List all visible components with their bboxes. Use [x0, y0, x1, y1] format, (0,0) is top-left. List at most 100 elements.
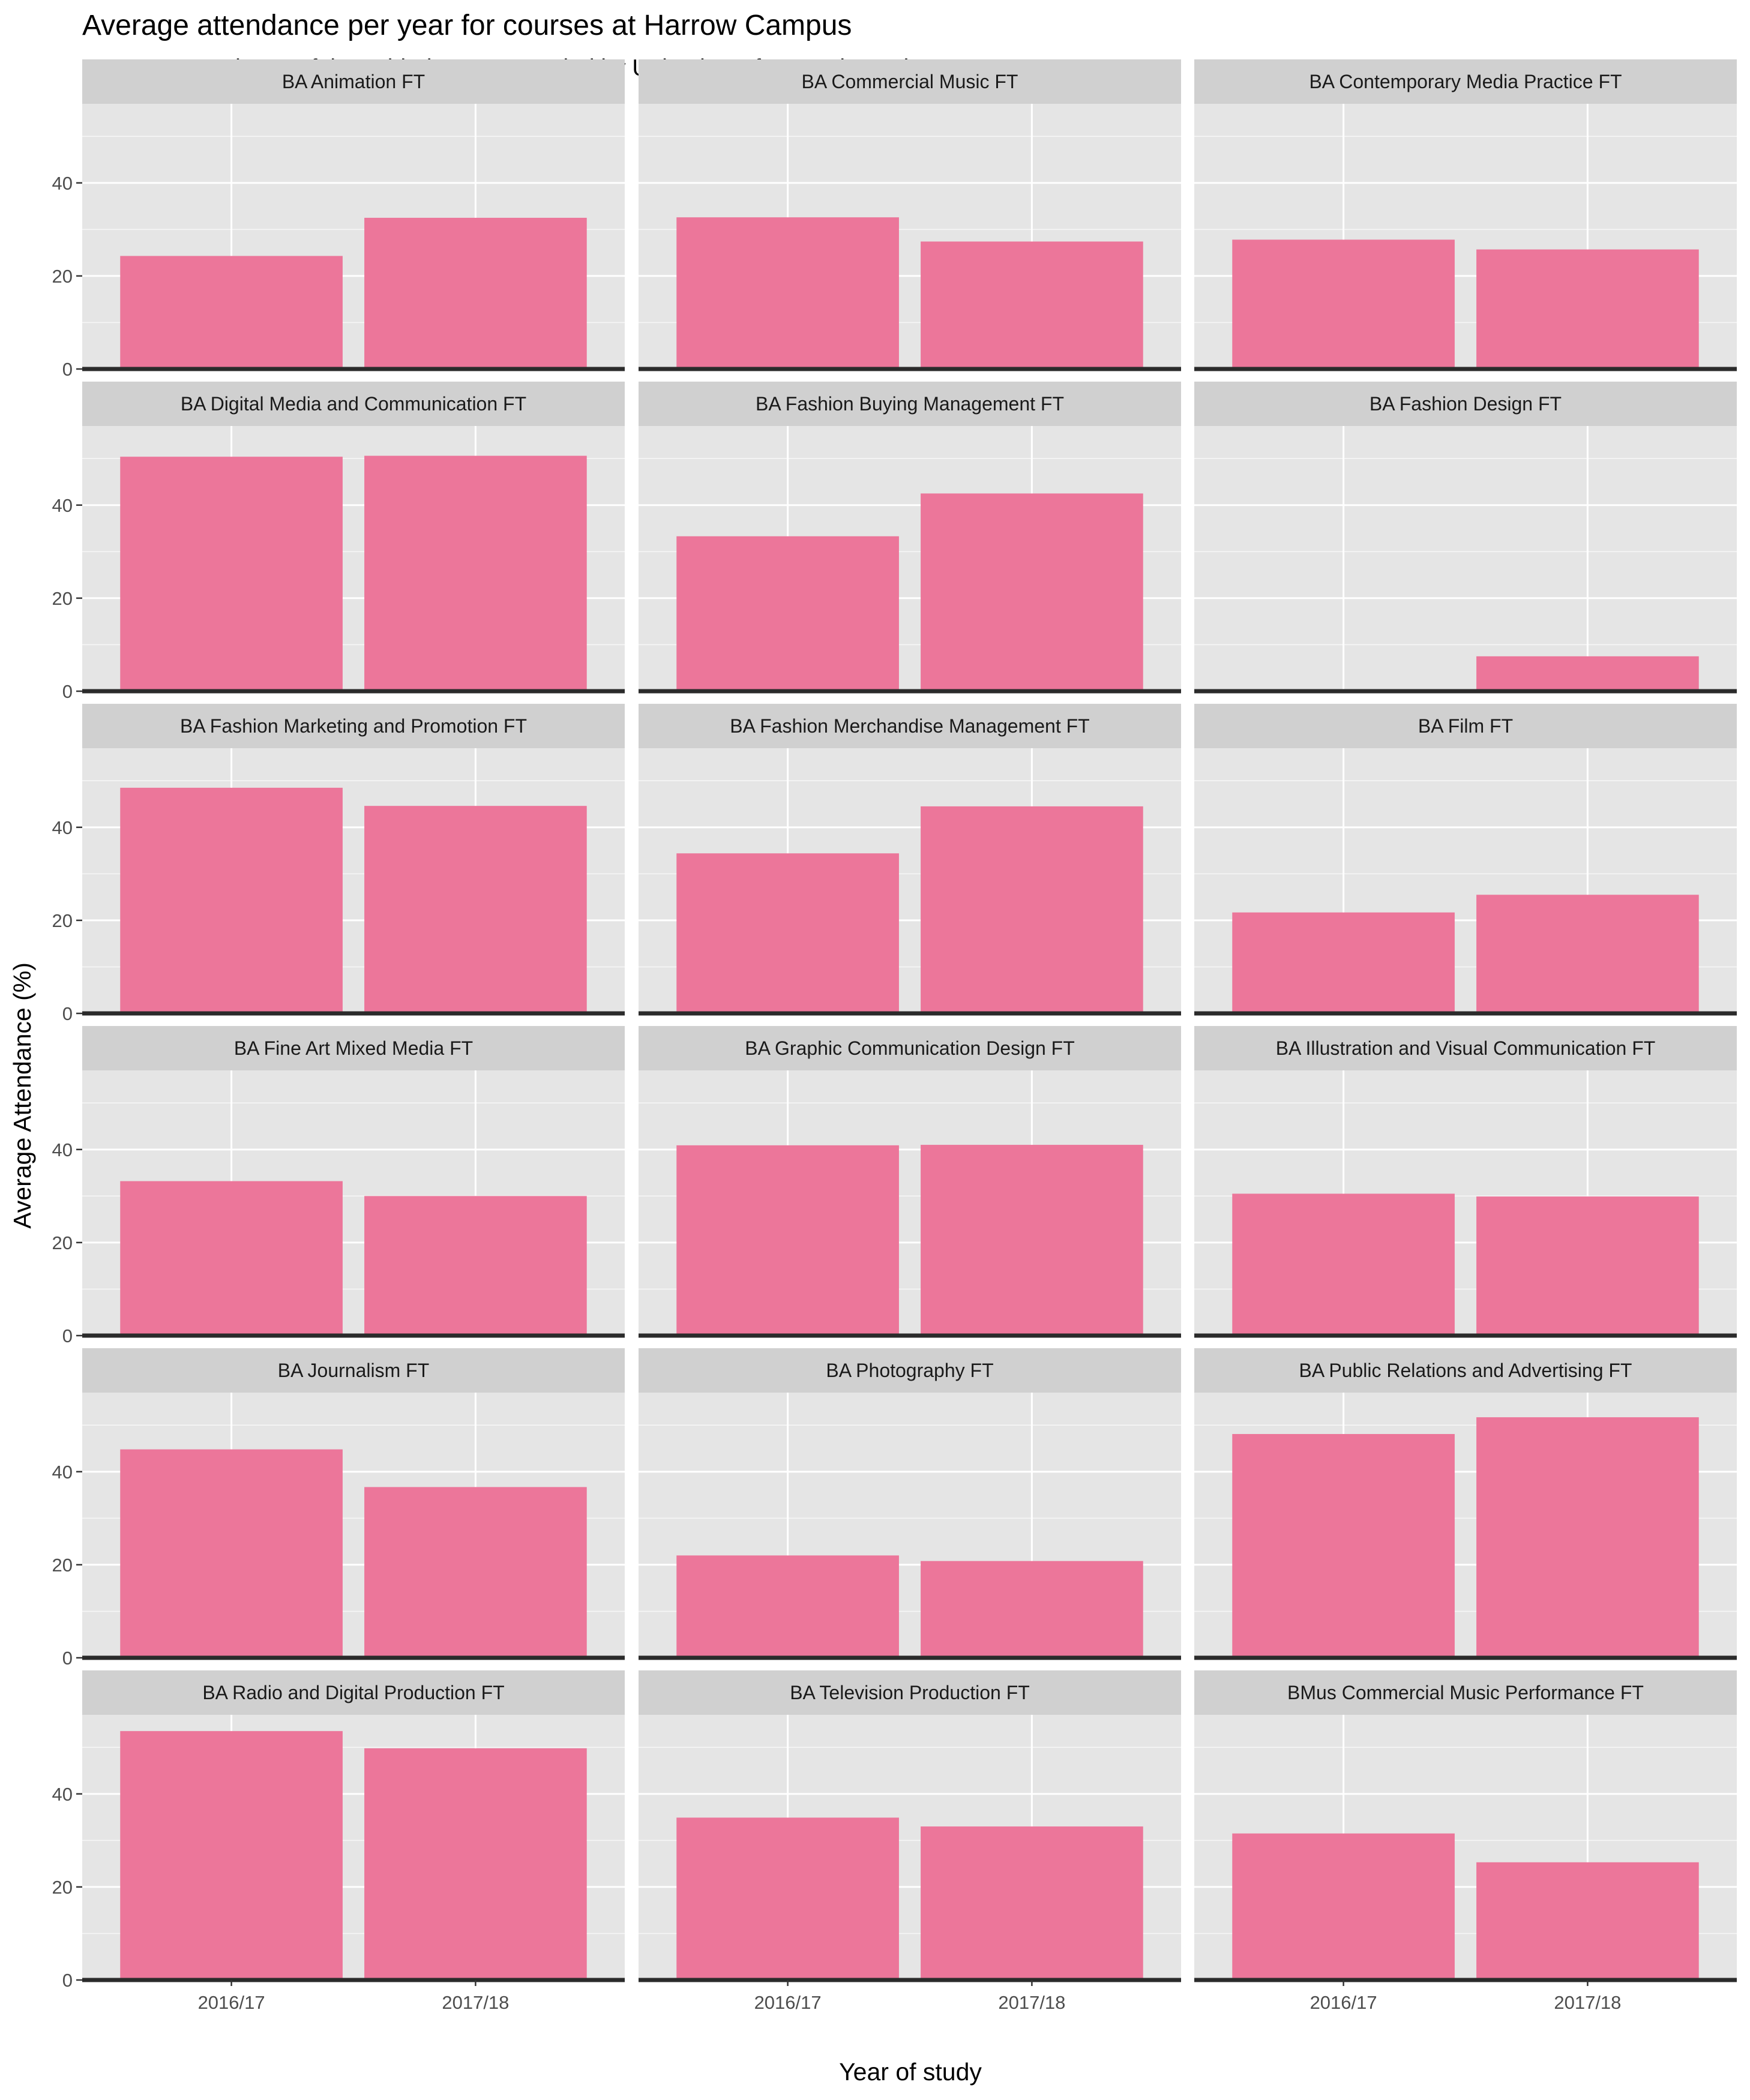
y-tick-label: 20 — [52, 1232, 73, 1253]
bar-2017-18 — [364, 1196, 587, 1336]
bar-2016-17 — [676, 536, 899, 691]
facet-strip-label: BA Journalism FT — [278, 1360, 430, 1381]
bar-2017-18 — [364, 1748, 587, 1980]
facet-strip — [1194, 382, 1737, 426]
facet-bmus-commercial-music-performance-ft: BMus Commercial Music Performance FT — [1194, 1670, 1737, 1982]
facet-strip-label: BA Radio and Digital Production FT — [202, 1682, 504, 1703]
facet-strip-label: BA Contemporary Media Practice FT — [1309, 71, 1622, 92]
facet-ba-contemporary-media-practice-ft: BA Contemporary Media Practice FT — [1194, 59, 1737, 371]
y-tick-label: 0 — [62, 1325, 73, 1346]
facet-strip-label: BMus Commercial Music Performance FT — [1287, 1682, 1644, 1703]
y-axis-label: Average Attendance (%) — [8, 962, 36, 1229]
facet-strip-label: BA Fashion Marketing and Promotion FT — [180, 715, 527, 737]
facet-ba-photography-ft: BA Photography FT — [639, 1348, 1181, 1660]
bar-2017-18 — [921, 1826, 1143, 1980]
x-axis-ticks: 2016/17 2017/18 2016/17 2017/18 2016/17 2017/… — [198, 1980, 1621, 2013]
bar-2017-18 — [1476, 1196, 1699, 1336]
y-tick-label: 40 — [52, 1139, 73, 1160]
x-tick-label: 2017/18 — [998, 1992, 1065, 2013]
facet-strip-label: BA Fine Art Mixed Media FT — [234, 1037, 473, 1059]
y-tick-label: 40 — [52, 1462, 73, 1483]
facet-strip — [639, 382, 1181, 426]
y-tick-label: 20 — [52, 588, 73, 609]
facet-strip — [82, 382, 625, 426]
bar-2017-18 — [921, 241, 1143, 369]
facet-strip — [639, 1026, 1181, 1070]
bar-2017-18 — [364, 1487, 587, 1658]
y-tick-label: 40 — [52, 173, 73, 194]
y-tick-label: 0 — [62, 1003, 73, 1024]
facet-ba-fashion-merchandise-management-ft: BA Fashion Merchandise Management FT — [639, 704, 1181, 1016]
bar-2016-17 — [120, 1449, 343, 1658]
facet-strip-label: BA Fashion Merchandise Management FT — [730, 715, 1089, 737]
bar-2017-18 — [364, 217, 587, 369]
bar-2016-17 — [676, 1817, 899, 1980]
bar-2016-17 — [1232, 239, 1455, 369]
facet-ba-television-production-ft: BA Television Production FT — [639, 1670, 1181, 1982]
y-tick-label: 20 — [52, 1877, 73, 1898]
bar-2017-18 — [921, 806, 1143, 1013]
x-tick-label: 2016/17 — [1310, 1992, 1377, 2013]
facet-strip-label: BA Fashion Design FT — [1370, 393, 1562, 415]
y-tick-label: 40 — [52, 495, 73, 516]
facet-strip-label: BA Public Relations and Advertising FT — [1299, 1360, 1632, 1381]
facet-ba-fashion-buying-management-ft: BA Fashion Buying Management FT — [639, 382, 1181, 694]
facet-strip-label: BA Illustration and Visual Communication… — [1276, 1037, 1656, 1059]
facet-ba-animation-ft: BA Animation FT 0 20 40 — [52, 59, 625, 380]
facet-strip-label: BA Commercial Music FT — [802, 71, 1018, 92]
facet-strip — [639, 59, 1181, 104]
x-tick-label: 2016/17 — [198, 1992, 265, 2013]
bar-2017-18 — [1476, 249, 1699, 369]
facet-strip-label: BA Photography FT — [826, 1360, 993, 1381]
facet-panels: BA Animation FT 0 20 40 BA Commercial Music … — [52, 59, 1737, 1991]
y-tick-label: 0 — [62, 1648, 73, 1669]
bar-2016-17 — [676, 217, 899, 369]
chart-title: Average attendance per year for courses … — [82, 10, 852, 41]
facet-strip-label: BA Graphic Communication Design FT — [745, 1037, 1075, 1059]
bar-2017-18 — [921, 1145, 1143, 1336]
bar-2017-18 — [1476, 1417, 1699, 1658]
bar-2016-17 — [1232, 912, 1455, 1013]
bar-2017-18 — [364, 806, 587, 1013]
y-tick-label: 40 — [52, 1784, 73, 1805]
y-tick-label: 0 — [62, 1970, 73, 1991]
x-tick-label: 2017/18 — [1554, 1992, 1621, 2013]
facet-strip — [639, 1670, 1181, 1715]
facet-strip — [82, 1026, 625, 1070]
facet-strip-label: BA Film FT — [1418, 715, 1513, 737]
facet-ba-film-ft: BA Film FT — [1194, 704, 1737, 1016]
facet-strip-label: BA Digital Media and Communication FT — [181, 393, 526, 415]
facet-strip — [1194, 1670, 1737, 1715]
bar-2017-18 — [1476, 895, 1699, 1013]
facet-panel-bg — [1194, 426, 1737, 691]
facet-ba-illustration-and-visual-communication-ft: BA Illustration and Visual Communication… — [1194, 1026, 1737, 1338]
facet-strip — [1194, 704, 1737, 748]
y-tick-label: 20 — [52, 1555, 73, 1576]
facet-ba-public-relations-and-advertising-ft: BA Public Relations and Advertising FT — [1194, 1348, 1737, 1660]
facet-strip-label: BA Television Production FT — [790, 1682, 1030, 1703]
x-tick-label: 2017/18 — [442, 1992, 509, 2013]
y-tick-label: 20 — [52, 910, 73, 931]
facet-ba-fine-art-mixed-media-ft: BA Fine Art Mixed Media FT 0 20 40 — [52, 1026, 625, 1346]
facet-strip — [1194, 1026, 1737, 1070]
facet-strip — [82, 59, 625, 104]
bar-2017-18 — [1476, 656, 1699, 691]
facet-strip — [1194, 1348, 1737, 1393]
facet-ba-commercial-music-ft: BA Commercial Music FT — [639, 59, 1181, 371]
x-axis-label: Year of study — [839, 2058, 982, 2086]
bar-2016-17 — [676, 853, 899, 1013]
facet-ba-journalism-ft: BA Journalism FT 0 20 40 — [52, 1348, 625, 1669]
y-tick-label: 0 — [62, 359, 73, 380]
facet-ba-fashion-marketing-and-promotion-ft: BA Fashion Marketing and Promotion FT 0 20… — [52, 704, 625, 1024]
facet-strip-label: BA Fashion Buying Management FT — [756, 393, 1064, 415]
bar-2016-17 — [1232, 1434, 1455, 1658]
facet-ba-digital-media-and-communication-ft: BA Digital Media and Communication FT 0 20… — [52, 382, 625, 702]
facet-strip — [82, 1348, 625, 1393]
bar-2017-18 — [921, 493, 1143, 691]
bar-2016-17 — [1232, 1193, 1455, 1336]
bar-2017-18 — [921, 1561, 1143, 1658]
facet-strip — [639, 704, 1181, 748]
bar-2017-18 — [364, 455, 587, 691]
bar-2016-17 — [120, 457, 343, 691]
